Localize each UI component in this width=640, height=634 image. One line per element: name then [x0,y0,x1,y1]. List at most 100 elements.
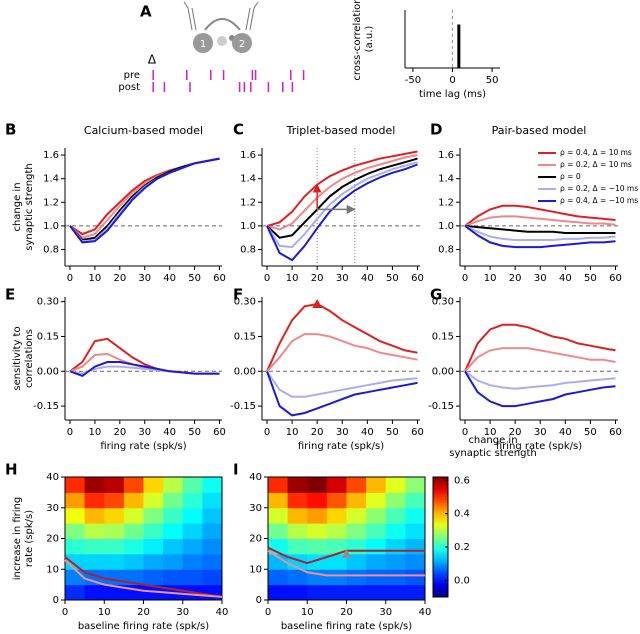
series-line [266,370,418,398]
heatmap-cell [104,523,125,539]
x-tick-label: 0 [67,273,73,284]
x-tick-label: 0 [62,607,68,618]
y-tick-label: 40 [249,472,262,483]
heatmap-cell [123,477,144,493]
x-tick-label: 50 [584,427,597,438]
series-line [464,204,616,227]
x-tick-label: 10 [301,607,314,618]
x-tick-label: 40 [361,427,374,438]
y-tick-label: -0.15 [230,401,256,412]
heatmap-cell [287,507,308,524]
x-tick-label: 30 [336,273,349,284]
heatmap-cell [202,538,223,555]
x-tick-label: 0 [462,427,468,438]
y-tick-label: 0 [53,595,59,606]
heatmap-cell [163,492,184,509]
heatmap-cell [346,492,367,509]
y-tick-label: 0.15 [234,331,256,342]
y-axis-label: change in [12,182,23,231]
x-tick-label: 10 [89,427,102,438]
series-line [69,157,220,244]
x-axis-label: time lag (ms) [419,89,486,100]
heatmap-cell [163,538,184,555]
heatmap-cell [307,569,328,586]
colorbar-label: synaptic strength [449,448,536,459]
series-line [69,361,220,378]
y-axis-label: synaptic strength [24,163,35,250]
heatmap-cell [268,584,289,601]
y-tick-label: 1.6 [43,150,59,161]
y-tick-label: 20 [249,534,262,545]
heatmap-cell [307,538,328,555]
heatmap-cell [326,477,347,493]
x-tick-label: 30 [534,273,547,284]
heatmap-cell [326,523,347,539]
series-line [266,370,418,417]
series-line [464,370,616,390]
colorbar-tick-label: 0.6 [454,475,470,486]
series-line [266,302,418,372]
y-tick-label: 1.6 [240,150,256,161]
y-tick-label: 0.8 [43,244,59,255]
neuron-label: 2 [239,39,245,50]
heatmap-cell [202,523,223,539]
heatmap-cell [346,553,367,570]
heatmap-cell [326,507,347,524]
electrode [183,1,197,31]
y-tick-label: 0.15 [37,331,59,342]
series-line [266,150,418,227]
y-tick-label: 0.00 [432,366,454,377]
heatmap-cell [326,492,347,509]
x-axis-label: baseline firing rate (spk/s) [78,621,209,632]
y-tick-label: 10 [249,564,262,575]
x-tick-label: 0 [462,273,468,284]
heatmap-cell [385,553,406,570]
series-line [464,370,616,408]
heatmap-cell [143,553,164,570]
chart-title: Pair-based model [492,124,587,137]
heatmap-cell [182,492,203,509]
x-tick-label: 30 [138,427,151,438]
heatmap-cell [182,523,203,539]
y-tick-label: 1.6 [438,150,454,161]
heatmap-cell [202,553,223,570]
heatmap-cell [123,538,144,555]
marker [312,298,323,308]
y-tick-label: 1.4 [438,174,454,185]
heatmap-cell [268,523,289,539]
y-tick-label: 40 [46,472,59,483]
heatmap-cell [65,584,86,601]
series-line [64,556,223,598]
heatmap-cell [65,477,86,493]
heatmap-cell [366,507,387,524]
x-tick-label: 40 [361,273,374,284]
y-tick-label: 0.8 [438,244,454,255]
heatmap-cell [104,584,125,601]
heatmap-cell [346,477,367,493]
panel-letter: F [233,286,243,304]
neuron-schematic: 1 2 [183,1,259,53]
heatmap-cell [202,492,223,509]
heatmap-cell [84,492,105,509]
x-tick-label: 50 [386,427,399,438]
heatmap-cell [84,538,105,555]
x-tick-label: 50 [188,427,201,438]
x-tick-label: 60 [609,427,622,438]
y-axis-label: correlations [24,329,35,388]
neuron [193,33,213,53]
heatmap-cell [268,553,289,570]
colorbar-tick-label: 0.2 [454,542,470,553]
panel-letter: D [430,121,442,139]
legend-label: ρ = 0.2, Δ = 10 ms [560,160,632,169]
y-tick-label: 0.15 [432,331,454,342]
heatmap-cell [65,492,86,509]
x-tick-label: 10 [484,273,497,284]
row-label: pre [124,70,140,81]
axon [204,18,241,31]
y-tick-label: 1.2 [438,197,454,208]
x-tick-label: 10 [98,607,111,618]
heatmap-cell [202,584,223,601]
heatmap-cell [346,569,367,586]
heatmap-cell [287,584,308,601]
x-tick-label: 40 [419,607,432,618]
